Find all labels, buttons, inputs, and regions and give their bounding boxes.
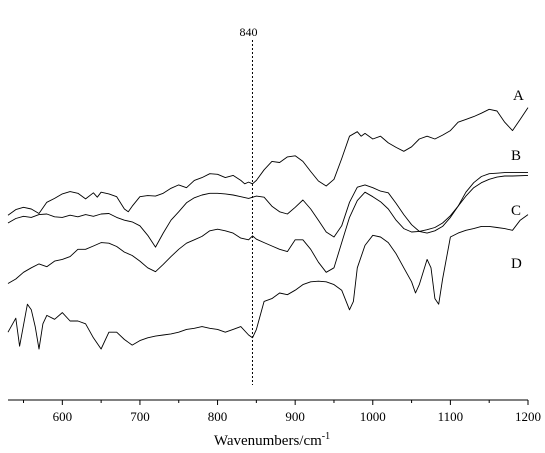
x-tick-label: 1200 <box>515 409 541 424</box>
series-line-d <box>7 214 529 350</box>
series-label-a: A <box>513 88 524 104</box>
series-label-c: C <box>511 203 521 219</box>
x-tick-label: 800 <box>208 409 228 424</box>
series-label-d: D <box>511 256 522 272</box>
x-axis-label: Wavenumbers/cm-1 <box>214 431 330 449</box>
spectrum-curves <box>7 107 529 350</box>
x-tick-label: 600 <box>53 409 73 424</box>
x-axis: 600 700 800 900 1000 1100 1200 <box>8 399 541 424</box>
x-tick-label: 1000 <box>360 409 386 424</box>
reference-line-label: 840 <box>239 25 257 39</box>
x-tick-label: 900 <box>285 409 305 424</box>
series-label-b: B <box>511 148 521 164</box>
series-line-a <box>7 107 529 216</box>
x-tick-label: 1100 <box>438 409 464 424</box>
series-line-c <box>7 174 529 284</box>
series-line-b <box>7 172 528 248</box>
series-labels: A B C D <box>511 88 524 272</box>
reference-line-group: 840 <box>239 25 257 385</box>
x-tick-label: 700 <box>130 409 150 424</box>
